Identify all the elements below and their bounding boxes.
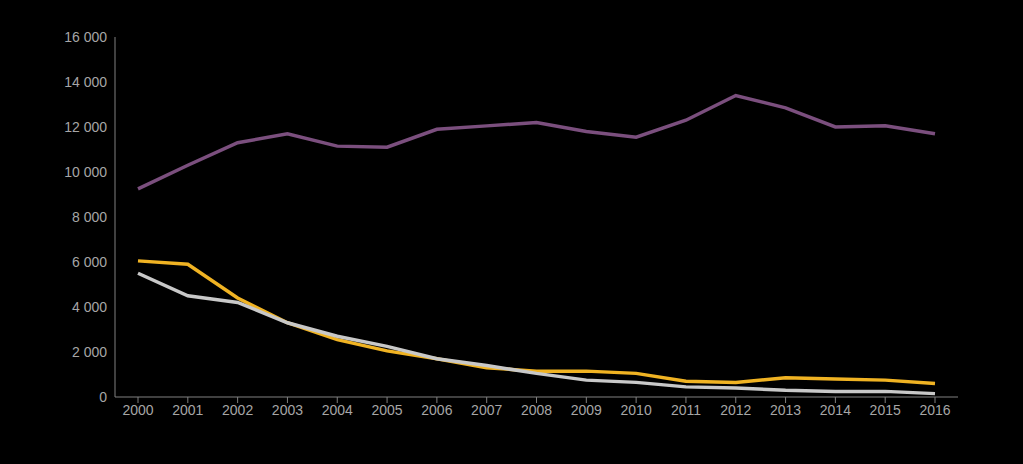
svg-text:2001: 2001	[172, 402, 203, 418]
svg-text:2016: 2016	[919, 402, 950, 418]
svg-text:2015: 2015	[870, 402, 901, 418]
svg-text:0: 0	[99, 389, 107, 405]
svg-text:16 000: 16 000	[64, 29, 107, 45]
svg-text:6 000: 6 000	[72, 254, 107, 270]
svg-text:2007: 2007	[471, 402, 502, 418]
svg-text:2010: 2010	[621, 402, 652, 418]
svg-text:10 000: 10 000	[64, 164, 107, 180]
svg-text:14 000: 14 000	[64, 74, 107, 90]
svg-text:2006: 2006	[421, 402, 452, 418]
svg-text:2014: 2014	[820, 402, 851, 418]
svg-text:8 000: 8 000	[72, 209, 107, 225]
svg-text:2011: 2011	[671, 402, 701, 418]
svg-text:4 000: 4 000	[72, 299, 107, 315]
svg-text:2003: 2003	[272, 402, 303, 418]
svg-text:2 000: 2 000	[72, 344, 107, 360]
svg-text:2005: 2005	[371, 402, 402, 418]
svg-text:2013: 2013	[770, 402, 801, 418]
svg-text:2002: 2002	[222, 402, 253, 418]
svg-text:2009: 2009	[571, 402, 602, 418]
svg-text:2000: 2000	[122, 402, 153, 418]
svg-text:2012: 2012	[720, 402, 751, 418]
svg-text:12 000: 12 000	[64, 119, 107, 135]
svg-text:2008: 2008	[521, 402, 552, 418]
svg-text:2004: 2004	[322, 402, 353, 418]
